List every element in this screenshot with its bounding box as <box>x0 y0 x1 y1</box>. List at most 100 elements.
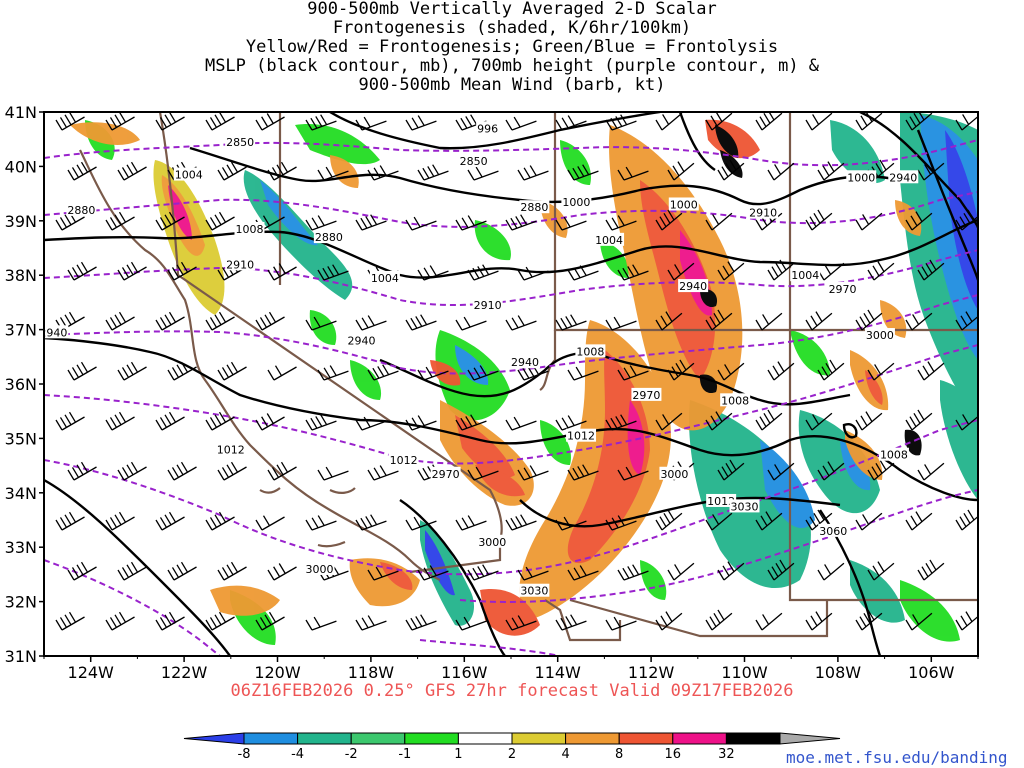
lon-label: 112W <box>628 663 675 682</box>
wind-barb <box>105 611 135 631</box>
wind-barb <box>705 112 733 131</box>
colorbar-segment <box>618 732 674 745</box>
title-line-5: 900-500mb Mean Wind (barb, kt) <box>358 75 666 95</box>
wind-barb <box>205 211 235 231</box>
wind-barb <box>567 464 599 481</box>
wind-barb <box>667 262 695 281</box>
wind-barb <box>305 414 337 431</box>
wind-barb <box>667 562 695 581</box>
contour-label-bg <box>878 447 909 461</box>
colorbar-label: 32 <box>718 747 735 762</box>
wind-barb <box>467 365 499 381</box>
height-label: 3030 <box>731 500 759 513</box>
wind-barb <box>155 511 185 531</box>
mslp-label: 1004 <box>371 272 399 285</box>
wind-barb <box>455 316 487 331</box>
wind-barb <box>67 161 97 181</box>
lon-label: 110W <box>721 663 768 682</box>
colorbar-segment <box>243 732 299 745</box>
wind-barb <box>405 415 437 431</box>
lat-label: 32N <box>5 593 37 612</box>
wind-barb <box>755 312 783 331</box>
height-label: 2850 <box>226 136 254 149</box>
wind-barb <box>417 164 449 181</box>
contour-label-bg <box>575 344 606 358</box>
wind-barb <box>755 612 783 631</box>
wind-barb <box>105 411 135 431</box>
lon-label: 116W <box>441 663 488 682</box>
wind-barb <box>555 614 587 631</box>
height-label: 2910 <box>474 299 502 312</box>
wind-barb <box>317 166 349 181</box>
wind-barb <box>367 165 399 181</box>
wind-barb <box>255 113 285 131</box>
wind-barb <box>305 515 337 531</box>
wind-barb <box>805 412 833 431</box>
wind-barb <box>467 264 499 281</box>
contour-label-bg <box>66 202 97 216</box>
wind-barb <box>605 414 637 431</box>
wind-barb <box>905 312 933 331</box>
mslp-label: 1012 <box>217 443 245 456</box>
contour-label-bg <box>44 325 69 339</box>
mslp-label: 1008 <box>576 345 604 358</box>
height-label: 2940 <box>511 356 539 369</box>
lat-label: 38N <box>5 266 37 285</box>
forecast-valid-line: 06Z16FEB2026 0.25° GFS 27hr forecast Val… <box>230 681 794 701</box>
credit-url: moe.met.fsu.edu/banding <box>786 748 1008 767</box>
contour-label-bg <box>430 466 461 480</box>
wind-barb <box>705 411 733 431</box>
wind-barb <box>855 411 883 431</box>
wind-barb <box>355 416 387 431</box>
wind-barb <box>405 614 437 631</box>
wind-barb <box>105 311 135 331</box>
wind-barb <box>767 559 795 581</box>
mslp-label: 996 <box>477 122 498 135</box>
wind-barb <box>217 561 247 581</box>
wind-barb <box>155 311 185 331</box>
contour-label-bg <box>519 583 550 597</box>
wind-barb <box>617 264 649 281</box>
wind-barb <box>667 359 695 381</box>
contour-label-bg <box>846 170 877 184</box>
lon-label: 106W <box>908 663 955 682</box>
height-label: 2880 <box>67 204 95 217</box>
wind-barb <box>955 209 978 231</box>
colorbar-label: 8 <box>615 747 623 762</box>
colorbar-segment <box>457 732 513 745</box>
contour-label-bg <box>519 200 550 214</box>
wind-barb <box>917 162 945 181</box>
wind-barb <box>605 616 637 631</box>
wind-barb <box>67 461 97 481</box>
colorbar-label: -2 <box>345 747 358 762</box>
wind-barb <box>717 261 745 281</box>
colorbar-segment <box>565 732 620 745</box>
lat-label: 36N <box>5 375 37 394</box>
height-label: 2940 <box>348 334 376 347</box>
wind-barb <box>167 361 197 381</box>
wind-barb <box>117 361 147 381</box>
wind-barb <box>105 211 135 231</box>
height-label: 2940 <box>39 326 67 339</box>
contour-label-bg <box>720 393 751 407</box>
contour-label-bg <box>225 257 256 271</box>
wind-barb <box>355 116 387 131</box>
wind-barb <box>205 411 235 431</box>
mslp-label: 1008 <box>880 449 908 462</box>
colorbar-label: -4 <box>291 747 304 762</box>
lat-label: 35N <box>5 429 37 448</box>
wind-barb <box>205 112 235 131</box>
lat-label: 37N <box>5 321 37 340</box>
wind-barb <box>867 459 895 481</box>
wind-barb <box>317 365 349 381</box>
colorbar-segment <box>404 732 459 745</box>
wind-barb <box>205 511 235 531</box>
wind-barb <box>955 414 978 431</box>
mslp-label: 1000 <box>562 196 590 209</box>
lon-label: 122W <box>161 663 208 682</box>
wind-barb <box>905 112 933 131</box>
wind-barb <box>717 362 745 381</box>
wind-barb <box>167 261 197 281</box>
wind-barb <box>705 212 733 231</box>
wind-barb <box>367 465 399 481</box>
